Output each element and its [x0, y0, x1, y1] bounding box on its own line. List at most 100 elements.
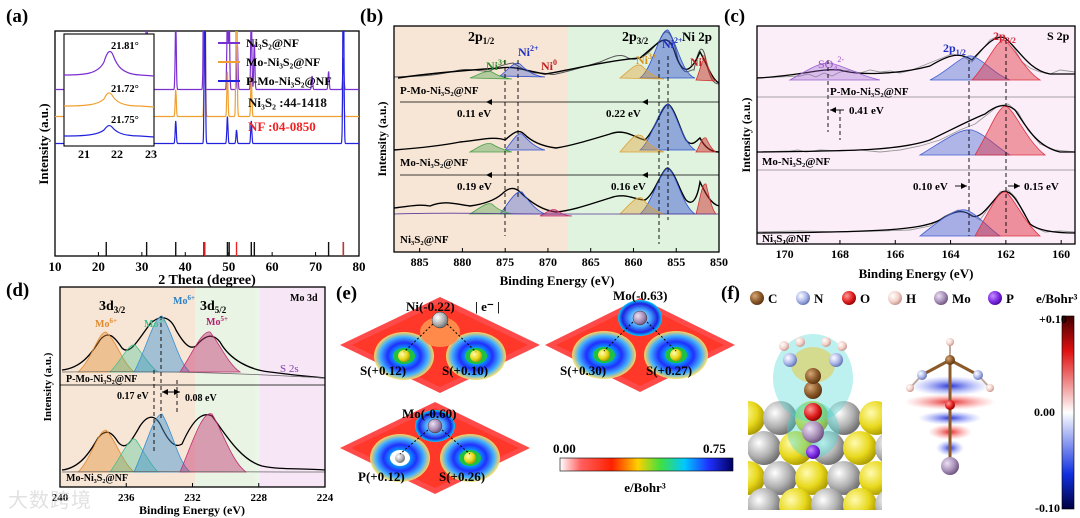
b-xticks-label: 855 — [667, 255, 685, 269]
a-xtick-label: 10 — [49, 259, 62, 274]
b-shift-4: 0.16 eV — [611, 181, 646, 193]
b-label-ni3-b: Ni3+ — [636, 52, 657, 67]
f-legend-n-swatch — [796, 291, 810, 305]
c-sample-1: P-Mo-Ni₃S₂@NF — [830, 86, 909, 98]
f-legend-o: O — [860, 291, 870, 306]
slab-atom-ni — [875, 491, 882, 510]
legend-p-mo-ni3s2: P-Mo-Ni₃S₂@NF — [246, 74, 332, 88]
c-title: S 2p — [1047, 29, 1070, 43]
c-xticks-label: 160 — [1052, 247, 1070, 261]
f-slab-model — [748, 316, 882, 510]
inset-peak-label-3: 21.75° — [111, 115, 139, 126]
d-xlabel: Binding Energy (eV) — [139, 503, 245, 517]
b-spectrum-middle — [394, 103, 719, 153]
d-label-mo5-b: Mo5+ — [206, 315, 228, 328]
inset-peak-label-1: 21.81° — [111, 41, 139, 52]
b-xticks-label: 870 — [539, 255, 557, 269]
e-map1-electron: | e⁻ | — [475, 299, 500, 314]
slab-atom-ni — [748, 431, 781, 465]
slab-atom-ni — [748, 488, 781, 510]
slab-atom-ni — [763, 461, 797, 495]
d-label-s2s: S 2s — [280, 363, 299, 375]
e-map-1: Ni(-0.22) | e⁻ | S(+0.12) S(+0.10) — [340, 297, 540, 393]
e-map3-right: S(+0.26) — [439, 469, 485, 484]
f-legend-o-swatch — [842, 291, 856, 305]
panel-f-adsorption: (f) C N O H Mo P — [721, 283, 1078, 515]
d-shift-1: 0.17 eV — [117, 391, 149, 402]
f-legend-c-swatch — [750, 291, 764, 305]
c-ylabel: Intensity (a.u.) — [739, 97, 753, 172]
d-label-3d32: 3d3/2 — [99, 299, 126, 315]
c-xticks-label: 166 — [886, 247, 904, 261]
d-title: Mo 3d — [290, 293, 318, 304]
inset-peak-label-2: 21.72° — [111, 84, 139, 95]
e-map-3: Mo(-0.60) P(+0.12) S(+0.26) — [340, 402, 530, 494]
slab-atom-ni — [827, 401, 861, 435]
c-xticks-label: 164 — [942, 247, 960, 261]
e-map1-center: Ni(-0.22) — [406, 299, 455, 314]
e-colorbar-min: 0.00 — [553, 441, 576, 456]
slab-atom-s — [748, 401, 765, 435]
d-xticks-label: 240 — [52, 492, 69, 504]
panel-a-legend: Ni₃S₂@NF Mo-Ni₃S₂@NF P-Mo-Ni₃S₂@NF Ni₃S₂… — [218, 36, 332, 134]
b-sample-2: Mo-Ni₃S₂@NF — [400, 157, 468, 169]
f-colorbar-max: +0.10 — [1039, 312, 1067, 326]
slab-atom-s — [843, 488, 877, 510]
b-sample-1: P-Mo-Ni₃S₂@NF — [400, 85, 479, 97]
b-label-ni0-b: Ni0 — [690, 54, 706, 69]
watermark: 大数跨境 — [8, 488, 92, 512]
c-shift-3: 0.15 eV — [1024, 181, 1059, 193]
b-shift-1: 0.11 eV — [457, 108, 491, 120]
c-xticks-label: 170 — [776, 247, 794, 261]
slab-atom-s — [779, 431, 813, 465]
f-legend-p: P — [1006, 291, 1014, 306]
slab-atom-s — [859, 461, 882, 495]
d-ylabel: Intensity (a.u.) — [42, 352, 54, 421]
b-ylabel: Intensity (a.u.) — [375, 101, 389, 176]
inset-tick-23: 23 — [145, 147, 157, 161]
b-label-ni3-a: Ni3+ — [486, 58, 507, 73]
c-label-so4: SO42- — [818, 55, 844, 73]
slab-atom-s — [859, 401, 882, 435]
c-shift-2: 0.10 eV — [913, 181, 948, 193]
e-colorbar — [559, 457, 734, 472]
b-xticks-label: 860 — [624, 255, 642, 269]
panel-d-label: (d) — [6, 280, 29, 301]
d-label-3d52: 3d5/2 — [200, 299, 227, 315]
f-colorbar-mid: 0.00 — [1034, 405, 1055, 419]
d-xticks-label: 232 — [184, 492, 201, 504]
f-legend-h: H — [906, 291, 916, 306]
d-sample-2: Mo-Ni₃S₂@NF — [66, 473, 128, 484]
e-colorbar-label: e/Bohr³ — [624, 480, 666, 495]
slab-atom-s — [748, 461, 765, 495]
d-sample-1: P-Mo-Ni₃S₂@NF — [66, 374, 137, 385]
b-xticks-label: 885 — [411, 255, 429, 269]
panel-a-label: (a) — [6, 6, 28, 27]
b-region-2p32: 2p3/2 — [622, 30, 649, 46]
b-label-ni2-a: Ni2+ — [518, 44, 539, 59]
d-shift-2: 0.08 eV — [185, 393, 217, 404]
b-shift-2: 0.22 eV — [606, 108, 641, 120]
b-region-2p12: 2p1/2 — [468, 30, 495, 46]
b-spectrum-top — [394, 29, 719, 85]
f-colorbar-label: e/Bohr³ — [1036, 291, 1078, 306]
panel-a-inset: 21.81° 21.72° 21.75° 21 22 23 — [63, 33, 157, 161]
c-sample-3: Ni₃S₂@NF — [762, 233, 811, 245]
inset-trace-mo — [63, 92, 155, 108]
slab-atom-ni — [811, 488, 845, 510]
b-xlabel: Binding Energy (eV) — [500, 273, 615, 288]
inset-tick-22: 22 — [111, 147, 123, 161]
panel-e-charge-density: (e) Ni(-0.22) | e⁻ | S(+0.12) S(+0.10) — [336, 283, 735, 495]
b-label-ni2-b: Ni2+ — [662, 36, 683, 51]
e-map-2: Mo(-0.63) S(+0.30) S(+0.27) — [545, 288, 735, 392]
d-xticks-label: 224 — [317, 492, 334, 504]
d-label-mo6-b: Mo6+ — [173, 294, 195, 307]
d-xticks-label: 228 — [251, 492, 268, 504]
inset-trace-ni3s2 — [63, 50, 155, 77]
b-shift-3: 0.19 eV — [457, 181, 492, 193]
legend-mo-ni3s2: Mo-Ni₃S₂@NF — [246, 55, 320, 69]
b-xticks-label: 875 — [496, 255, 514, 269]
c-sample-2: Mo-Ni₃S₂@NF — [762, 156, 830, 168]
a-xtick-label: 30 — [135, 259, 148, 274]
